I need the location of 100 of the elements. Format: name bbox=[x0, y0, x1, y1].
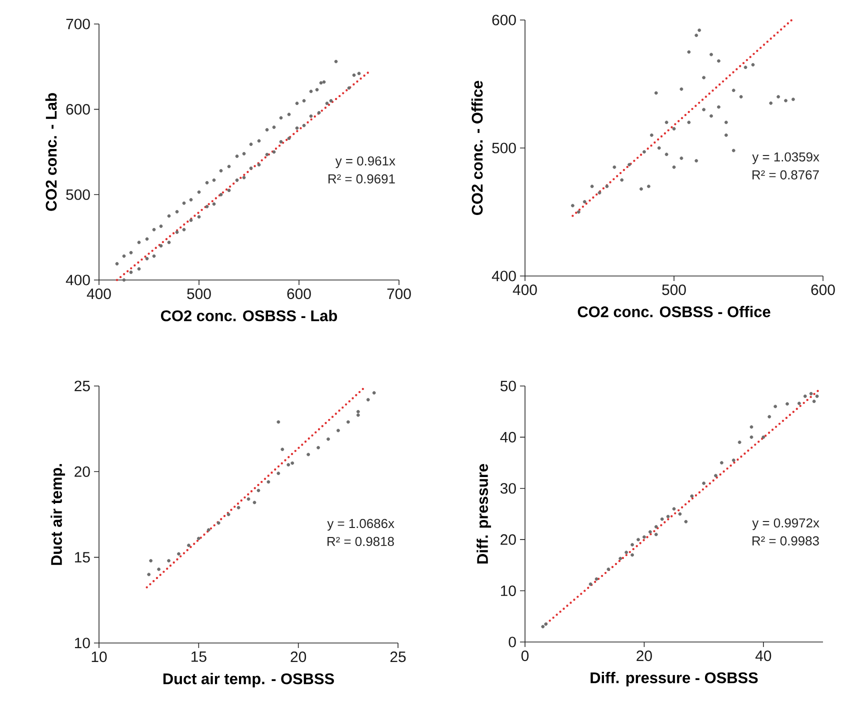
point bbox=[372, 391, 376, 395]
point bbox=[366, 398, 370, 402]
point bbox=[236, 506, 240, 510]
point bbox=[618, 556, 622, 560]
point bbox=[698, 28, 702, 32]
point bbox=[717, 59, 720, 63]
point bbox=[280, 448, 284, 452]
point bbox=[786, 402, 789, 406]
point bbox=[316, 446, 320, 450]
y-axis-title: Duct air temp. bbox=[50, 464, 66, 565]
x-tick-label: 400 bbox=[512, 284, 537, 296]
point bbox=[582, 200, 586, 204]
point bbox=[290, 461, 294, 465]
point bbox=[226, 512, 230, 516]
point bbox=[276, 420, 280, 424]
y-tick-label: 30 bbox=[500, 483, 516, 494]
y-tick-label: 10 bbox=[75, 638, 90, 648]
point bbox=[628, 162, 632, 166]
point bbox=[196, 536, 200, 540]
point bbox=[640, 187, 643, 191]
point bbox=[598, 191, 602, 194]
x-axis-title: CO2 conc. OSBSS - Office bbox=[578, 306, 770, 318]
annotation: R² = 0.9983 bbox=[752, 536, 819, 546]
point bbox=[750, 435, 754, 439]
x-tick-label: 600 bbox=[287, 288, 311, 300]
point bbox=[768, 415, 772, 418]
point bbox=[346, 420, 350, 424]
point bbox=[654, 532, 658, 536]
annotation: R² = 0.9691 bbox=[328, 174, 395, 184]
point bbox=[751, 63, 755, 66]
y-tick-label: 0 bbox=[508, 636, 516, 648]
y-tick-label: 20 bbox=[500, 534, 516, 545]
point bbox=[642, 150, 646, 154]
point bbox=[630, 553, 634, 557]
x-tick-label: 15 bbox=[192, 652, 206, 662]
point bbox=[812, 400, 816, 404]
point bbox=[717, 105, 720, 109]
point bbox=[732, 148, 736, 152]
point bbox=[266, 480, 270, 484]
point bbox=[678, 512, 682, 516]
point bbox=[636, 538, 640, 542]
point bbox=[732, 88, 736, 92]
y-tick-label: 700 bbox=[66, 18, 90, 30]
x-tick-label: 700 bbox=[387, 288, 411, 300]
point bbox=[680, 156, 684, 160]
x-tick-label: 10 bbox=[92, 652, 107, 662]
point bbox=[762, 435, 766, 439]
annotation: y = 0.961x bbox=[335, 156, 396, 168]
point bbox=[356, 410, 360, 414]
y-tick-label: 10 bbox=[501, 585, 516, 596]
point bbox=[646, 184, 650, 188]
point bbox=[544, 622, 548, 626]
point bbox=[702, 482, 706, 485]
point bbox=[784, 98, 788, 102]
point bbox=[797, 402, 801, 406]
y-tick-label: 25 bbox=[74, 380, 90, 392]
y-tick-label: 500 bbox=[492, 142, 516, 154]
point bbox=[769, 101, 773, 105]
point bbox=[702, 108, 706, 112]
y-axis-title: Diff. pressure bbox=[476, 464, 492, 564]
x-axis-title: CO2 conc. OSBSS - Lab bbox=[160, 310, 338, 322]
point bbox=[774, 404, 778, 408]
y-tick-label: 20 bbox=[74, 466, 90, 477]
y-axis-title: CO2 conc. - Office bbox=[471, 80, 483, 215]
point bbox=[356, 413, 360, 417]
point bbox=[206, 528, 210, 532]
x-tick-label: 25 bbox=[390, 652, 406, 662]
y-tick-label: 40 bbox=[500, 432, 516, 442]
point bbox=[149, 559, 153, 562]
y-tick-label: 600 bbox=[492, 14, 516, 26]
point bbox=[605, 184, 609, 188]
point bbox=[672, 127, 676, 130]
point bbox=[672, 507, 676, 511]
point bbox=[286, 463, 290, 466]
point bbox=[720, 461, 724, 464]
x-tick-label: 400 bbox=[86, 288, 111, 300]
point bbox=[306, 452, 310, 456]
point bbox=[588, 582, 592, 586]
point bbox=[624, 550, 628, 554]
annotation: y = 1.0359x bbox=[752, 152, 820, 164]
point bbox=[664, 152, 668, 156]
point bbox=[606, 568, 610, 571]
x-tick-label: 0 bbox=[521, 650, 529, 662]
point bbox=[714, 474, 718, 478]
point bbox=[541, 624, 545, 628]
point bbox=[177, 552, 180, 556]
point bbox=[738, 440, 742, 444]
point bbox=[694, 34, 698, 38]
point bbox=[594, 577, 598, 581]
point bbox=[326, 437, 330, 441]
point bbox=[276, 472, 280, 476]
point bbox=[684, 520, 688, 524]
point bbox=[666, 514, 670, 518]
point bbox=[620, 178, 624, 182]
point bbox=[724, 133, 728, 137]
point bbox=[724, 120, 728, 124]
point bbox=[687, 120, 691, 124]
point bbox=[570, 204, 574, 208]
x-axis-title: Duct air temp. - OSBSS bbox=[163, 672, 334, 688]
point bbox=[710, 52, 713, 56]
